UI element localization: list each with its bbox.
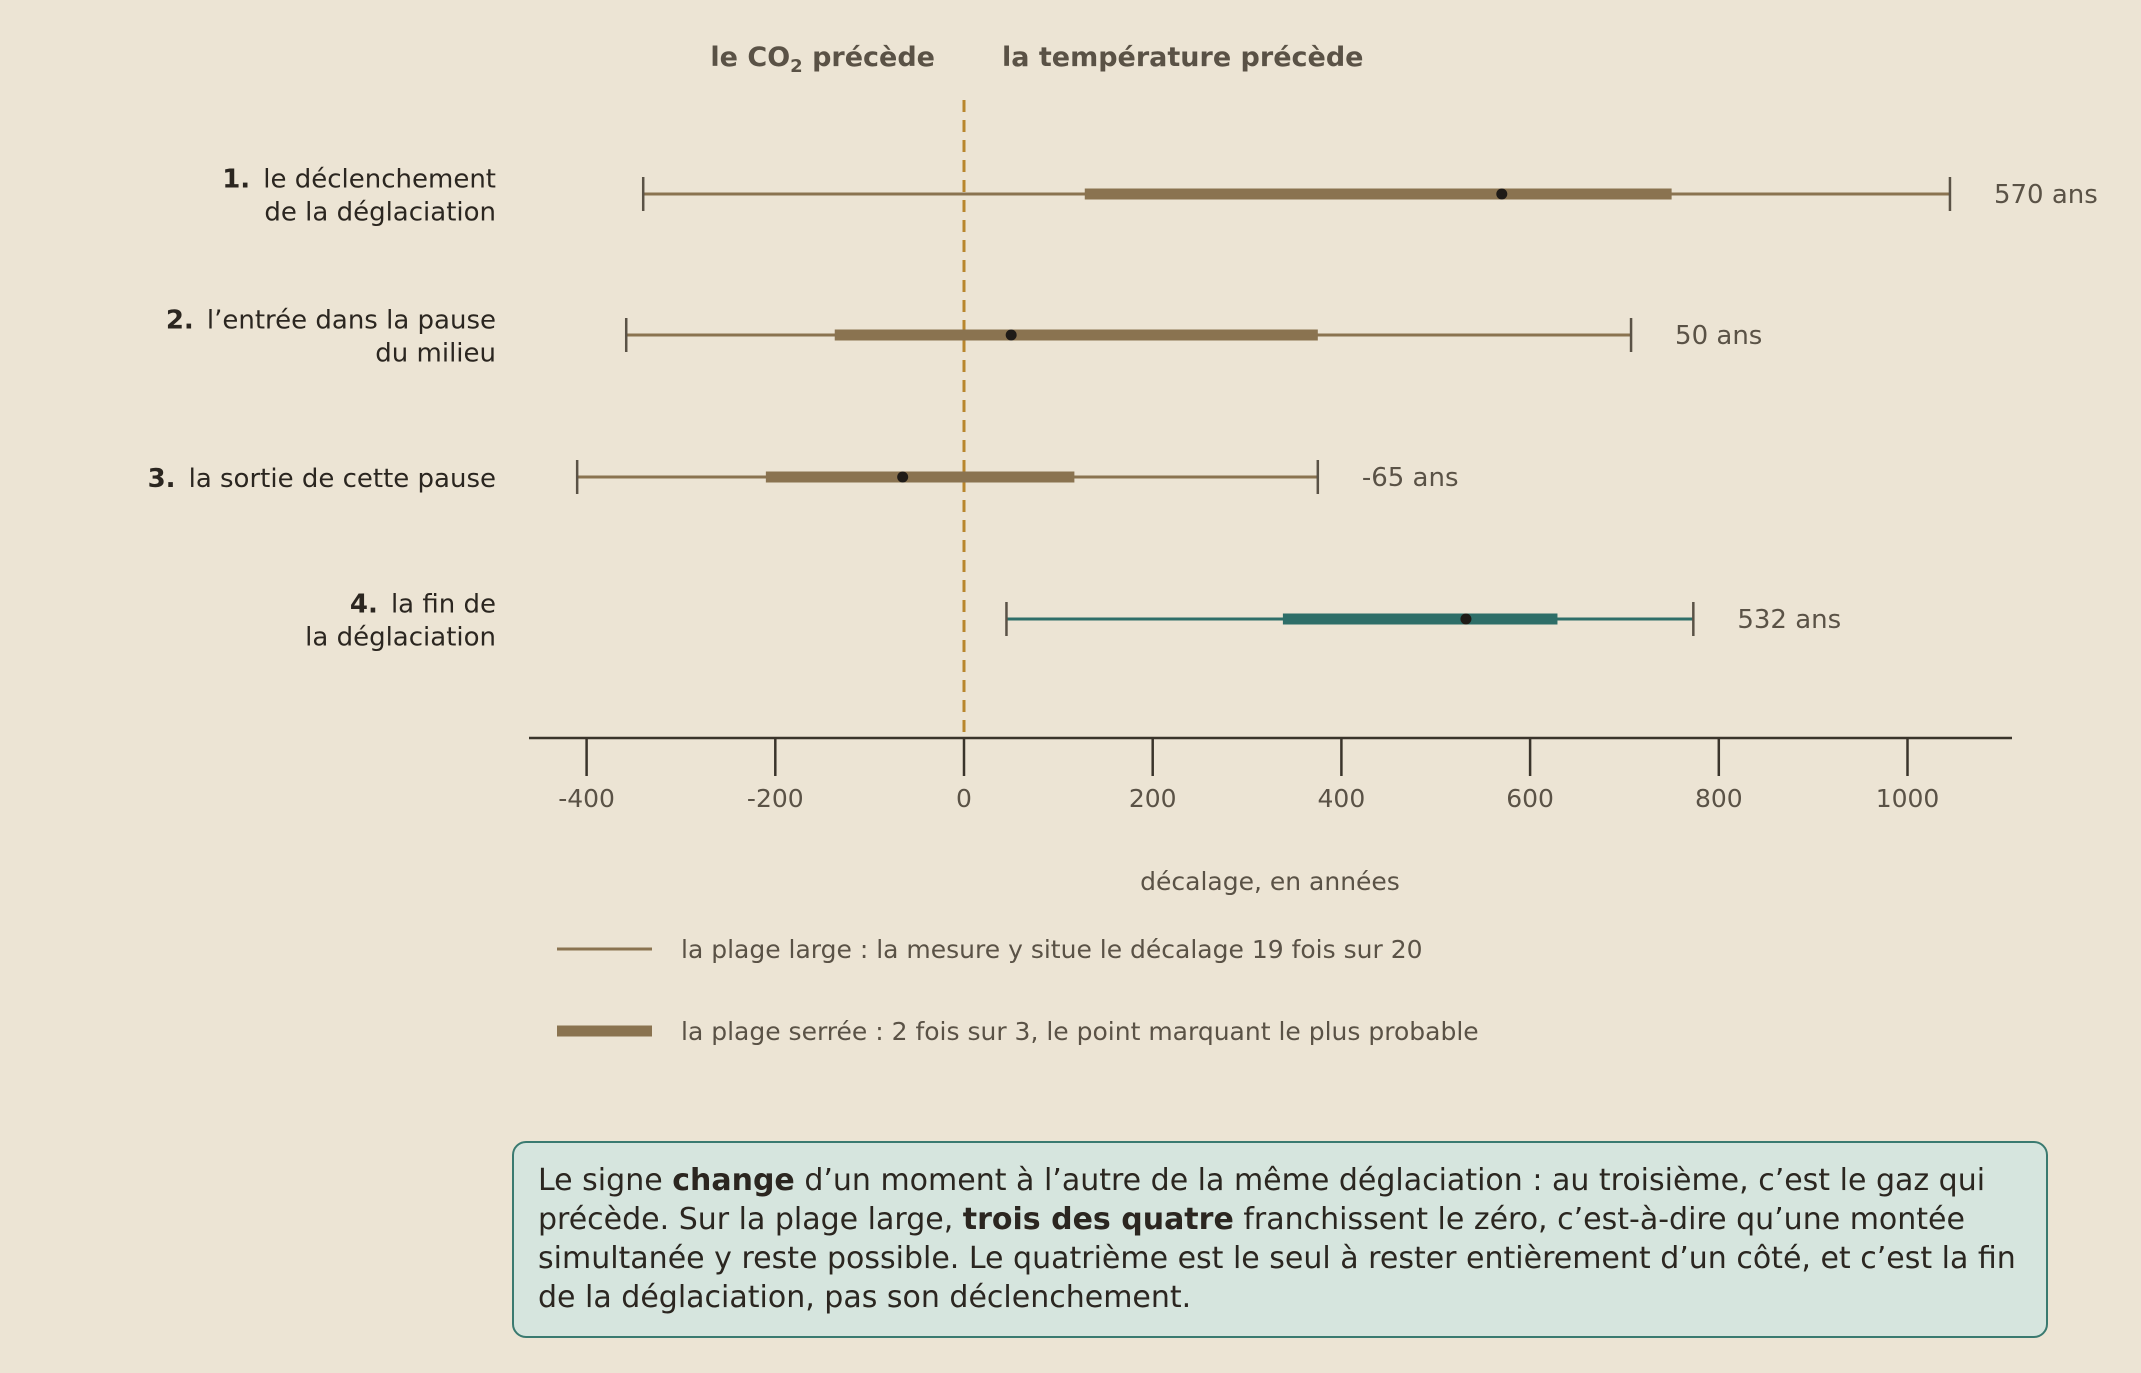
point-estimate: [1496, 188, 1508, 200]
value-label: 50 ans: [1675, 321, 1762, 351]
row-label-line: du milieu: [375, 339, 496, 369]
row-label-line: 1. le déclenchement: [222, 165, 496, 195]
legend: la plage large : la mesure y situe le dé…: [557, 935, 1479, 1046]
header-co2-precedes: le CO2 précède: [710, 42, 935, 77]
row-label-line: 3. la sortie de cette pause: [148, 464, 496, 494]
annotation-box: Le signe change d’un moment à l’autre de…: [512, 1141, 2048, 1338]
x-tick-label: 0: [956, 784, 972, 813]
note-emphasis: trois des quatre: [962, 1202, 1234, 1237]
legend-text-thick: la plage serrée : 2 fois sur 3, le point…: [681, 1017, 1479, 1046]
value-label: 570 ans: [1994, 180, 2098, 210]
x-tick-label: -200: [747, 784, 804, 813]
row-label-line: la déglaciation: [305, 623, 496, 653]
x-tick-label: 400: [1318, 784, 1366, 813]
note-text: d’un moment à l’autre de la même déglaci…: [538, 1163, 1986, 1237]
point-estimate: [897, 471, 909, 483]
x-tick-label: -400: [558, 784, 615, 813]
value-label: 532 ans: [1737, 605, 1841, 635]
legend-text-thin: la plage large : la mesure y situe le dé…: [681, 935, 1423, 964]
header-temperature-precedes: la température précède: [1002, 42, 1363, 73]
note-text: franchissent le zéro, c’est-à-dire qu’un…: [538, 1202, 2016, 1315]
x-tick-label: 1000: [1876, 784, 1940, 813]
point-estimate: [1005, 329, 1017, 341]
row-label-line: 2. l’entrée dans la pause: [166, 306, 496, 336]
x-tick-label: 200: [1129, 784, 1177, 813]
x-tick-label: 800: [1695, 784, 1743, 813]
chart-headers: le CO2 précède la température précède: [710, 42, 1363, 77]
row-label-line: de la déglaciation: [264, 198, 496, 228]
note-emphasis: change: [672, 1163, 795, 1198]
row-label-line: 4. la fin de: [350, 590, 496, 620]
x-axis-label: décalage, en années: [1140, 867, 1400, 896]
interval-row-3: 3. la sortie de cette pause -65 ans: [148, 460, 1459, 494]
x-tick-label: 600: [1506, 784, 1554, 813]
x-axis: -400 -200 0 200 400 600 800 1000 décalage, en an…: [529, 736, 2012, 896]
point-estimate: [1460, 613, 1472, 625]
note-text: Le signe: [538, 1163, 673, 1198]
value-label: -65 ans: [1362, 463, 1459, 493]
